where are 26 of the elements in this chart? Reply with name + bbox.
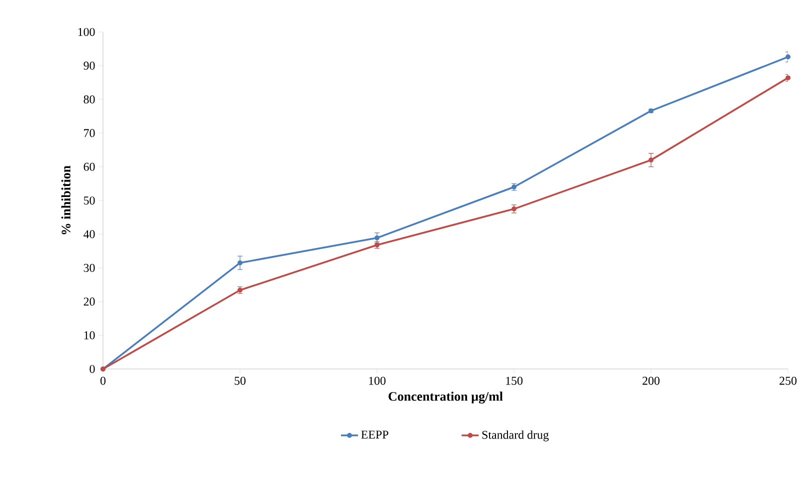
y-tick-label: 100	[78, 28, 95, 36]
x-tick-label: 100	[369, 376, 386, 385]
x-tick-label: 200	[642, 376, 660, 385]
point	[238, 260, 243, 266]
point	[648, 158, 654, 163]
point	[786, 54, 791, 60]
y-tick-label: 80	[84, 95, 95, 104]
y-tick-label: 0	[90, 364, 95, 374]
x-tick-label: 150	[506, 376, 523, 385]
y-tick-label: 10	[84, 331, 95, 340]
point	[512, 206, 517, 212]
point	[786, 75, 791, 80]
x-axis-title: Concentration µg/ml	[388, 392, 503, 404]
x-tick-label: 0	[100, 376, 106, 385]
y-tick-label: 90	[84, 62, 95, 70]
y-tick-label: 50	[84, 196, 95, 205]
x-tick-label: 50	[234, 376, 246, 385]
y-tick-label: 70	[84, 129, 95, 138]
y-tick-label: 20	[84, 298, 95, 306]
y-tick-label: 40	[84, 230, 95, 238]
x-tick-label: 250	[780, 376, 797, 385]
legend-label: Standard drug	[482, 430, 549, 442]
y-tick-label: 30	[84, 264, 95, 272]
legend-label: EEPP	[361, 430, 388, 439]
y-tick-label: 60	[84, 162, 95, 171]
y-axis-title: % inhibition	[61, 166, 70, 234]
